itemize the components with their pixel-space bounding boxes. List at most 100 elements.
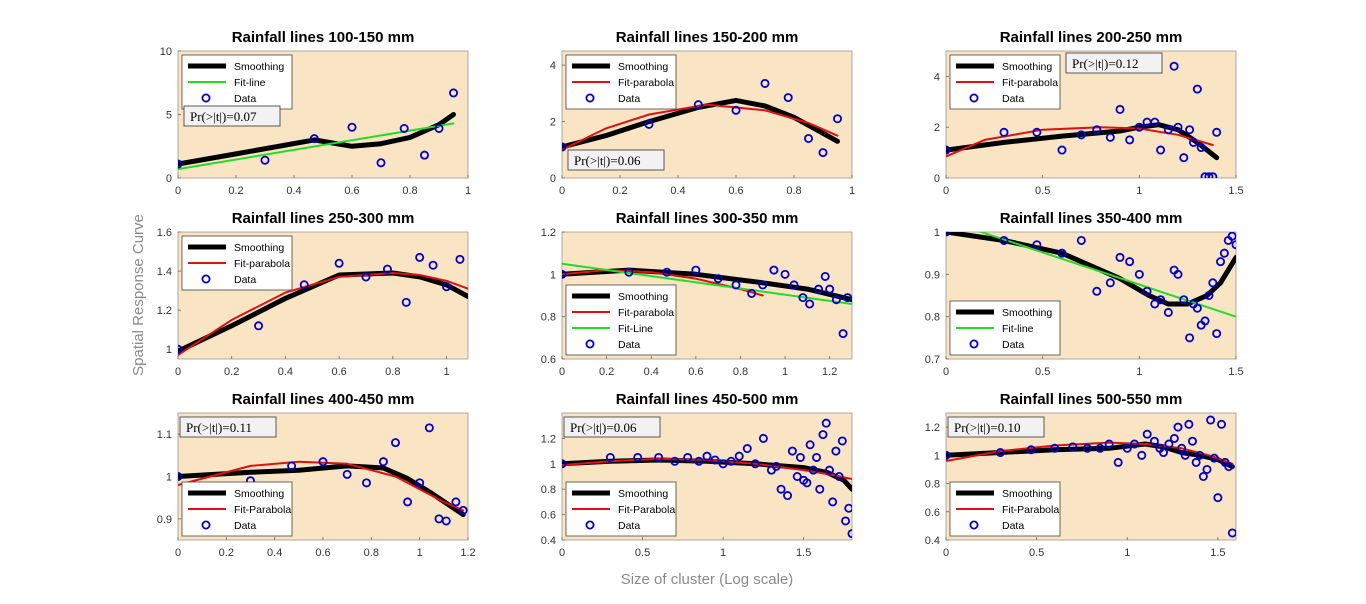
data-point (780, 269, 790, 279)
data-point (1104, 439, 1114, 449)
subplot-5: Rainfall lines 300-350 mm 0 0.2 0.4 0.6 0.8 1 1… (541, 210, 853, 378)
x-tick-label: 1.2 (822, 366, 837, 378)
data-point (1115, 104, 1125, 114)
x-tick-label: 0.2 (219, 547, 234, 559)
data-point (415, 252, 425, 262)
plot-marks (178, 252, 477, 357)
pvalue-annotation: Pr(>|t|)=0.10 (947, 416, 1045, 438)
subplot-6: Rainfall lines 350-400 mm 0 0.5 1 1.5 0.7 0.8 0… (925, 210, 1244, 378)
data-point (1179, 153, 1189, 163)
data-point (995, 448, 1005, 458)
series-line-fit-parabola (562, 103, 839, 151)
y-tick-label: 1.4 (157, 266, 172, 278)
pvalue-annotation: Pr(>|t|)=0.06 (567, 149, 665, 171)
data-point (838, 329, 848, 339)
x-tick-label: 0.4 (286, 185, 301, 197)
data-point (815, 484, 825, 494)
y-tick-label: 0.4 (541, 535, 556, 547)
data-point (824, 465, 834, 475)
legend-entry: Smoothing (1002, 488, 1052, 500)
series-line-fit-line (562, 262, 852, 305)
data-point (820, 271, 830, 281)
data-point (1198, 471, 1208, 481)
data-point (792, 471, 802, 481)
data-point (808, 465, 818, 475)
y-tick-label: 2 (550, 117, 556, 129)
x-tick-label: 0 (175, 185, 181, 197)
legend-data-icon (201, 274, 211, 284)
series-line-fit-parabola (562, 457, 852, 480)
data-point (812, 452, 822, 462)
annotation-text: Pr(>|t|)=0.07 (190, 109, 257, 124)
data-point (734, 451, 744, 461)
legend-entry: Smoothing (1002, 307, 1052, 319)
subplot-title: Rainfall lines 250-300 mm (232, 210, 415, 227)
legend: Smoothing Fit-line Data (949, 300, 1061, 356)
x-tick-label: 0.2 (599, 366, 614, 378)
x-tick-label: 0 (175, 366, 181, 378)
x-tick-label: 0.5 (1035, 185, 1050, 197)
data-point (654, 452, 664, 462)
y-tick-label: 0.6 (925, 507, 940, 519)
data-point (624, 267, 634, 277)
legend-data-icon (585, 520, 595, 530)
x-tick-label: 1.5 (1228, 366, 1243, 378)
legend-entry: Data (618, 520, 640, 532)
data-point (1227, 232, 1236, 241)
data-point (1224, 462, 1234, 472)
annotation-text: Pr(>|t|)=0.10 (954, 420, 1020, 435)
legend-entry: Fit-parabola (234, 258, 290, 270)
legend-entry: Smoothing (618, 61, 668, 73)
x-tick-label: 0.6 (331, 366, 346, 378)
subplot-title: Rainfall lines 150-200 mm (616, 29, 799, 46)
data-point (718, 459, 728, 469)
y-tick-label: 0.8 (541, 312, 556, 324)
data-point (1125, 135, 1135, 145)
x-tick-label: 0.4 (670, 185, 685, 197)
data-point (1217, 419, 1227, 429)
data-point (415, 478, 425, 488)
data-point (1163, 125, 1173, 135)
data-point (441, 516, 451, 526)
data-point (1204, 290, 1214, 300)
data-point (795, 452, 805, 462)
data-point (946, 232, 951, 237)
data-point (260, 155, 270, 165)
data-point (825, 284, 835, 294)
x-tick-label: 0.4 (267, 547, 282, 559)
x-tick-label: 0.2 (224, 366, 239, 378)
legend: Smoothing Fit-parabola Data (949, 54, 1061, 110)
data-point (844, 503, 852, 513)
data-point (1125, 257, 1135, 267)
data-point (1216, 257, 1226, 267)
data-point (1057, 248, 1067, 258)
data-point (1192, 84, 1202, 94)
data-point (633, 452, 643, 462)
legend-entry: Smoothing (234, 488, 284, 500)
data-point (1208, 172, 1218, 178)
subplot-title: Rainfall lines 350-400 mm (1000, 210, 1183, 227)
legend-data-icon (201, 93, 211, 103)
x-tick-label: 0.6 (688, 366, 703, 378)
y-tick-label: 1.2 (925, 422, 940, 434)
x-tick-label: 1.5 (1210, 547, 1225, 559)
data-point (455, 254, 465, 264)
x-tick-label: 0.6 (728, 185, 743, 197)
data-point (1196, 143, 1206, 153)
data-point (1076, 235, 1086, 245)
data-point (1195, 450, 1205, 460)
data-point (1159, 448, 1169, 458)
data-point (470, 326, 477, 333)
x-tick-label: 0 (559, 366, 565, 378)
x-tick-label: 1 (465, 185, 471, 197)
x-tick-label: 0 (559, 185, 565, 197)
legend-entry: Data (618, 93, 640, 105)
data-point (428, 260, 438, 270)
legend-entry: Fit-Parabola (1002, 504, 1059, 516)
data-point (347, 122, 357, 132)
x-tick-label: 1.5 (796, 547, 811, 559)
data-point (1134, 269, 1144, 279)
legend: Smoothing Fit-Parabola Data (949, 481, 1061, 537)
data-point (1113, 457, 1123, 467)
data-point (562, 459, 567, 469)
